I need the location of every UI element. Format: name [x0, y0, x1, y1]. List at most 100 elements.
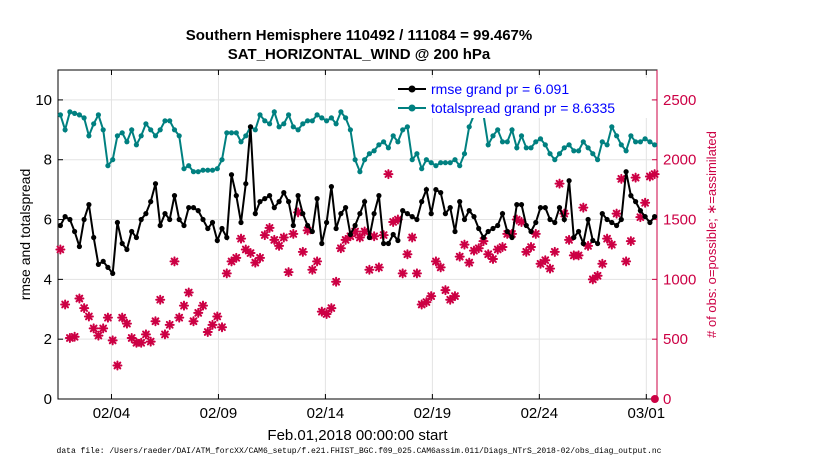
- spread-point: [176, 133, 182, 139]
- spread-point: [385, 145, 391, 151]
- rmse-point: [290, 222, 296, 229]
- obs-assimilated-marker: [583, 240, 594, 251]
- obs-assimilated-marker: [107, 335, 118, 346]
- spread-point: [143, 121, 149, 127]
- rmse-point: [466, 208, 472, 214]
- obs-assimilated-marker: [573, 250, 584, 261]
- obs-assimilated-marker: [411, 268, 422, 279]
- obs-assimilated-marker: [236, 233, 247, 244]
- rmse-point: [200, 216, 206, 223]
- spread-point: [585, 145, 591, 151]
- obs-marker-stroke: [104, 313, 112, 322]
- obs-assimilated-marker: [98, 323, 109, 334]
- obs-assimilated-marker: [231, 252, 242, 263]
- obs-marker-stroke: [517, 218, 526, 226]
- x-tick-label: 03/01: [628, 405, 666, 422]
- obs-assimilated-marker: [440, 285, 451, 296]
- spread-point: [257, 112, 263, 118]
- rmse-point: [514, 202, 520, 208]
- obs-assimilated-marker: [487, 254, 498, 265]
- obs-assimilated-marker: [140, 329, 151, 340]
- obs-assimilated-marker: [274, 240, 285, 251]
- obs-marker-stroke: [89, 324, 98, 333]
- rmse-point: [499, 211, 506, 217]
- rmse-point: [623, 169, 629, 175]
- obs-marker-stroke: [189, 317, 198, 326]
- rmse-point: [609, 219, 615, 226]
- spread-point: [57, 112, 64, 118]
- obs-marker-stroke: [336, 244, 345, 253]
- obs-marker-stroke: [484, 250, 493, 259]
- rmse-point: [91, 234, 97, 241]
- spread-point: [314, 112, 320, 118]
- legend-box: [395, 78, 651, 118]
- spread-point: [390, 133, 396, 139]
- spread-point: [271, 109, 277, 115]
- rmse-point: [219, 225, 225, 232]
- obs-marker-stroke: [427, 292, 436, 300]
- obs-assimilated-marker: [454, 251, 465, 262]
- spread-line: [59, 108, 656, 175]
- rmse-point: [100, 258, 106, 264]
- spread-point: [518, 133, 525, 139]
- rmse-point: [580, 240, 586, 247]
- rmse-point: [561, 216, 567, 223]
- rmse-point: [585, 216, 591, 223]
- obs-assimilated-marker: [69, 331, 80, 342]
- rmse-point: [281, 190, 287, 196]
- obs-marker-stroke: [384, 170, 393, 178]
- obs-assimilated-marker: [269, 234, 280, 245]
- spread-point: [100, 127, 106, 133]
- rmse-point: [376, 193, 382, 199]
- rmse-point: [181, 222, 187, 229]
- spread-point: [81, 115, 87, 121]
- obs-marker-stroke: [146, 337, 155, 346]
- rmse-point: [257, 199, 263, 205]
- rmse-point: [400, 208, 406, 214]
- rmse-point: [547, 216, 553, 223]
- spread-point: [609, 124, 615, 130]
- spread-point: [300, 121, 306, 127]
- spread-point: [95, 112, 101, 118]
- obs-assimilated-marker: [212, 311, 223, 322]
- spread-point: [504, 139, 510, 145]
- rmse-point: [604, 216, 610, 223]
- spread-point: [186, 163, 192, 169]
- obs-assimilated-marker: [297, 246, 308, 257]
- rmse-point: [628, 193, 634, 199]
- rmse-point: [233, 193, 239, 199]
- obs-marker-stroke: [232, 253, 241, 262]
- rmse-point: [614, 222, 620, 229]
- obs-assimilated-marker: [597, 258, 608, 269]
- obs-assimilated-marker: [521, 246, 532, 257]
- obs-assimilated-marker: [74, 293, 85, 304]
- rmse-point: [566, 178, 572, 184]
- obs-marker-stroke: [298, 247, 307, 256]
- spread-point: [347, 127, 353, 133]
- rmse-point: [404, 211, 410, 217]
- obs-marker-stroke: [398, 269, 407, 278]
- obs-marker-stroke: [184, 288, 193, 297]
- rmse-point: [352, 222, 358, 229]
- y-tick-label-right: 1000: [663, 271, 696, 288]
- obs-assimilated-marker: [621, 256, 632, 267]
- y-tick-label-left: 8: [44, 152, 52, 169]
- obs-marker-stroke: [650, 170, 659, 178]
- rmse-point: [209, 219, 216, 226]
- obs-assimilated-marker: [102, 312, 113, 323]
- rmse-point: [362, 199, 368, 205]
- rmse-point: [504, 228, 510, 235]
- obs-marker-stroke: [113, 361, 122, 370]
- spread-point: [371, 148, 377, 154]
- rmse-point: [595, 240, 601, 247]
- spread-point: [442, 160, 448, 166]
- spread-point: [319, 115, 325, 121]
- obs-marker-stroke: [99, 324, 108, 333]
- spread-point: [67, 109, 73, 115]
- rmse-point: [76, 243, 82, 250]
- rmse-point: [419, 199, 425, 205]
- spread-point: [119, 130, 125, 136]
- rmse-point: [105, 264, 111, 270]
- rmse-point: [186, 205, 192, 211]
- spread-point: [76, 112, 82, 118]
